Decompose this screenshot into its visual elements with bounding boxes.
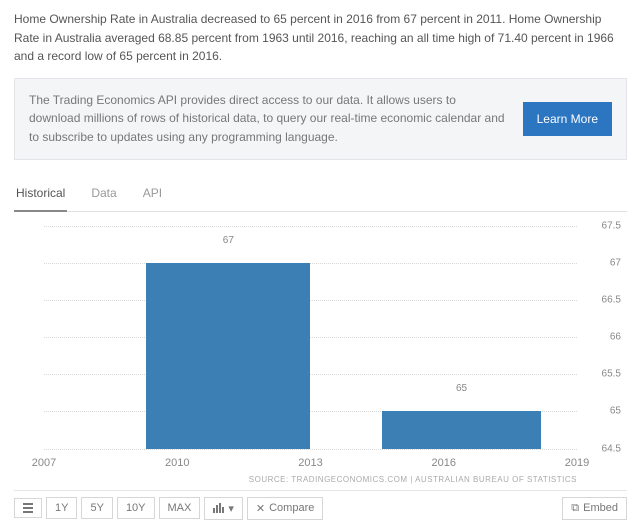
x-tick-label: 2013: [298, 457, 322, 469]
tab-historical[interactable]: Historical: [14, 178, 67, 212]
chart-source-text: SOURCE: TRADINGECONOMICS.COM | AUSTRALIA…: [14, 475, 627, 484]
x-tick-label: 2019: [565, 457, 589, 469]
bar-value-label: 65: [456, 383, 467, 397]
chart-bar: [146, 263, 310, 449]
chevron-down-icon: ▾: [228, 502, 234, 515]
chart-plot: 67 65: [44, 226, 577, 449]
y-tick-label: 67: [581, 257, 621, 268]
y-tick-label: 64.5: [581, 443, 621, 454]
page-description: Home Ownership Rate in Australia decreas…: [14, 10, 627, 66]
api-promo-box: The Trading Economics API provides direc…: [14, 78, 627, 160]
compare-button[interactable]: ✕ Compare: [247, 497, 323, 520]
y-tick-label: 67.5: [581, 220, 621, 231]
api-promo-text: The Trading Economics API provides direc…: [29, 91, 507, 147]
embed-button[interactable]: ⧉ Embed: [562, 497, 627, 520]
bar-chart-icon: [213, 503, 224, 513]
tab-api[interactable]: API: [141, 178, 164, 211]
tab-data[interactable]: Data: [89, 178, 118, 211]
bar-value-label: 67: [223, 235, 234, 249]
y-tick-label: 66: [581, 332, 621, 343]
chart-bar: [382, 411, 542, 448]
chart-tabs: Historical Data API: [14, 178, 627, 212]
range-max-button[interactable]: MAX: [159, 497, 201, 519]
chart-type-button[interactable]: ▾: [204, 497, 243, 520]
menu-button[interactable]: [14, 498, 42, 518]
hamburger-icon: [23, 503, 33, 513]
x-tick-label: 2007: [32, 457, 56, 469]
embed-label: Embed: [583, 502, 618, 514]
x-tick-label: 2016: [432, 457, 456, 469]
y-tick-label: 65.5: [581, 369, 621, 380]
learn-more-button[interactable]: Learn More: [523, 102, 612, 136]
embed-icon: ⧉: [571, 502, 579, 515]
range-10y-button[interactable]: 10Y: [117, 497, 155, 519]
y-tick-label: 66.5: [581, 294, 621, 305]
compare-label: Compare: [269, 502, 314, 514]
range-1y-button[interactable]: 1Y: [46, 497, 77, 519]
chart-area: 67 65 64.5 65 65.5 66 66.5 67 67.5 2007 2010 2013 2…: [14, 218, 627, 473]
compare-icon: ✕: [256, 502, 265, 515]
y-tick-label: 65: [581, 406, 621, 417]
chart-toolbar: 1Y 5Y 10Y MAX ▾ ✕ Compare ⧉ Embed: [14, 490, 627, 520]
x-tick-label: 2010: [165, 457, 189, 469]
range-5y-button[interactable]: 5Y: [81, 497, 112, 519]
